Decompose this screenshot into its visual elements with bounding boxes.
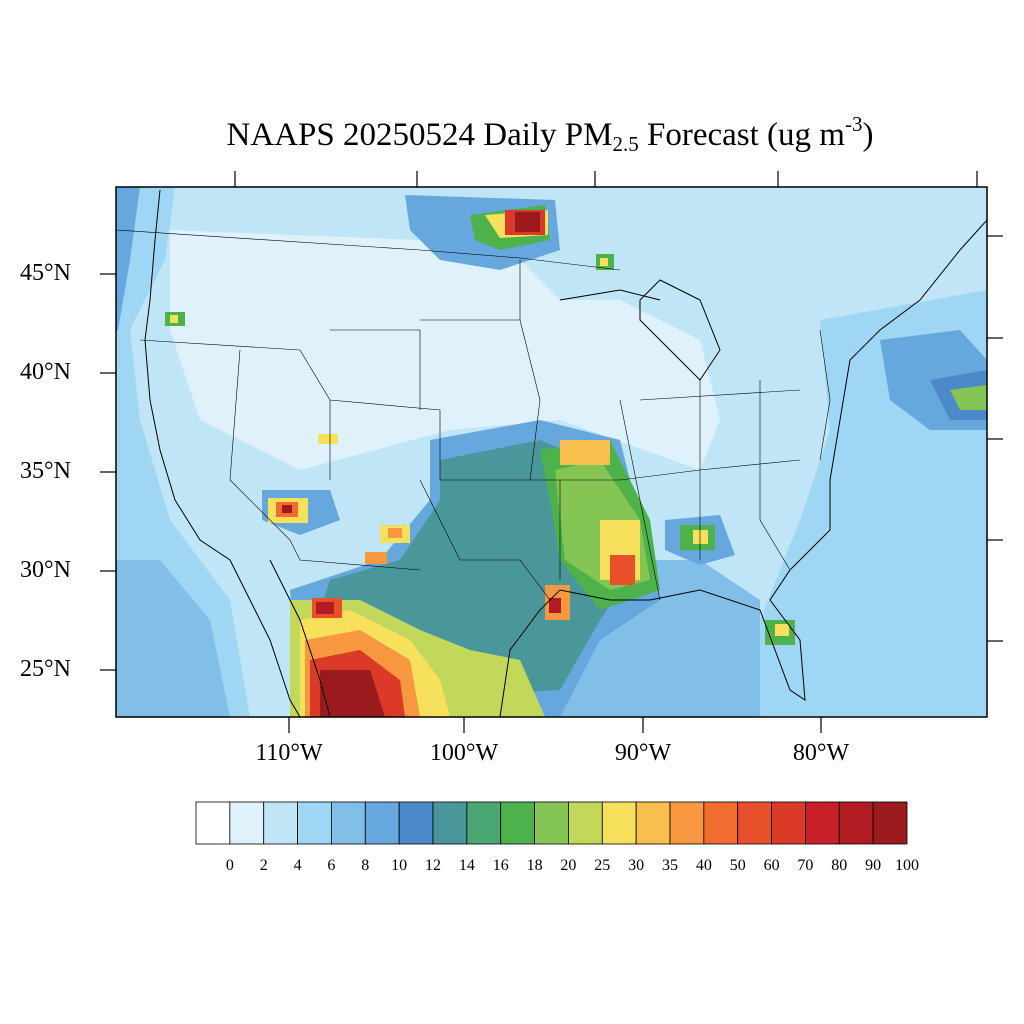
colorbar-tick-label: 80 xyxy=(831,857,848,874)
colorbar-swatch xyxy=(601,801,637,845)
colorbar-swatch xyxy=(466,801,502,845)
colorbar-swatch xyxy=(263,801,298,845)
colorbar-swatch xyxy=(669,801,705,845)
colorbar-swatch xyxy=(297,801,332,845)
lat-label-30n: 30°N xyxy=(20,557,71,583)
colorbar-swatch xyxy=(635,801,671,845)
colorbar-swatch xyxy=(703,801,739,845)
colorbar-tick-label: 35 xyxy=(662,857,678,874)
pm25-field xyxy=(116,187,987,717)
colorbar-tick-label: 60 xyxy=(763,857,780,874)
colorbar-tick-label: 10 xyxy=(391,857,408,874)
lat-label-40n: 40°N xyxy=(20,359,71,385)
state-border-lines xyxy=(116,229,831,601)
colorbar-tick-label: 6 xyxy=(327,857,336,874)
map-frame xyxy=(115,186,988,718)
colorbar-tick-label: 50 xyxy=(729,857,746,874)
colorbar-swatch xyxy=(432,801,468,845)
lon-label-80w: 80°W xyxy=(792,740,850,766)
colorbar-swatch xyxy=(838,801,874,845)
colorbar-swatch xyxy=(771,801,806,845)
colorbar xyxy=(195,801,908,845)
colorbar-tick-label: 25 xyxy=(594,857,611,874)
colorbar-swatch xyxy=(737,801,772,845)
colorbar-swatch xyxy=(195,801,231,845)
colorbar-tick-label: 18 xyxy=(526,857,543,874)
colorbar-swatch xyxy=(568,801,603,845)
map-title: NAAPS 20250524 Daily PM2.5 Forecast (ug … xyxy=(226,112,874,156)
colorbar-tick-label: 30 xyxy=(628,857,645,874)
lon-label-100w: 100°W xyxy=(429,740,499,766)
colorbar-tick-label: 14 xyxy=(458,857,475,874)
colorbar-tick-label: 100 xyxy=(895,857,919,874)
colorbar-tick-label: 2 xyxy=(259,857,268,874)
colorbar-swatch xyxy=(398,801,434,845)
axis-ticks xyxy=(100,171,1003,733)
colorbar-tick-label: 4 xyxy=(293,857,302,874)
lon-label-110w: 110°W xyxy=(255,740,323,766)
colorbar-tick-label: 8 xyxy=(361,857,370,874)
colorbar-tick-label: 40 xyxy=(695,857,712,874)
colorbar-tick-label: 0 xyxy=(225,857,234,874)
colorbar-swatch xyxy=(534,801,569,845)
colorbar-tick-label: 90 xyxy=(865,857,882,874)
colorbar-swatch xyxy=(805,801,840,845)
colorbar-tick-label: 12 xyxy=(425,857,441,874)
colorbar-swatch xyxy=(229,801,265,845)
colorbar-swatch xyxy=(331,801,366,845)
lat-label-25n: 25°N xyxy=(20,656,71,682)
colorbar-tick-label: 16 xyxy=(492,857,509,874)
colorbar-tick-label: 20 xyxy=(560,857,577,874)
colorbar-swatch xyxy=(872,801,908,845)
colorbar-tick-label: 70 xyxy=(797,857,814,874)
lat-label-35n: 35°N xyxy=(20,458,71,484)
lon-label-90w: 90°W xyxy=(614,740,672,766)
lat-label-45n: 45°N xyxy=(20,260,71,286)
colorbar-swatch xyxy=(500,801,535,845)
colorbar-swatch xyxy=(364,801,400,845)
